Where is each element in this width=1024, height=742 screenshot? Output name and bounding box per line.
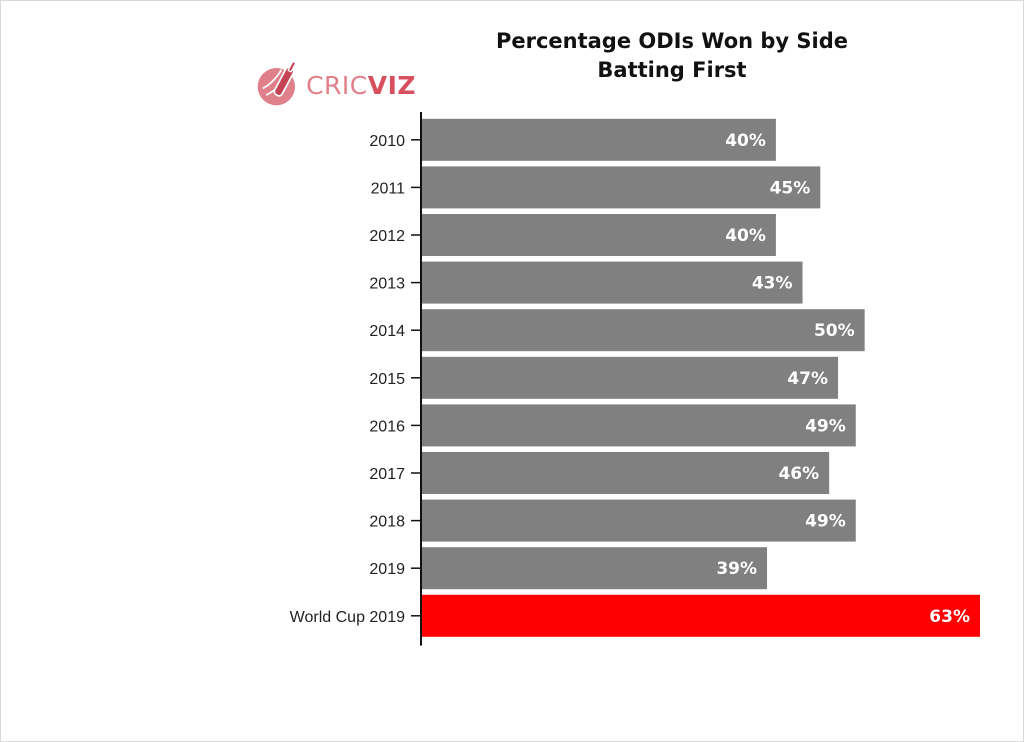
y-tick-label: 2017 bbox=[369, 466, 405, 483]
data-label: 39% bbox=[716, 559, 757, 579]
y-tick-label: 2018 bbox=[369, 514, 405, 531]
y-tick-label: 2010 bbox=[369, 133, 405, 150]
data-label: 49% bbox=[805, 512, 846, 532]
y-tick-label: 2014 bbox=[369, 323, 405, 340]
y-tick-label: 2013 bbox=[369, 276, 405, 293]
data-label: 46% bbox=[778, 464, 819, 484]
y-tick-label: 2016 bbox=[369, 418, 405, 435]
y-axis-ticks: 2010 2011 2012 2013 2014 2015 2016 2017 2018 2019… bbox=[290, 133, 421, 626]
data-label: 40% bbox=[725, 226, 766, 246]
bar-2010 bbox=[421, 118, 776, 161]
bar-2016 bbox=[421, 404, 856, 447]
logo-wordmark: CRICVIZ bbox=[306, 71, 416, 100]
data-label: 50% bbox=[814, 321, 855, 341]
data-label: 63% bbox=[929, 607, 970, 627]
bar-2015 bbox=[421, 356, 839, 399]
y-tick-label: 2015 bbox=[369, 371, 405, 388]
bar-2019 bbox=[421, 547, 768, 590]
bar-2018 bbox=[421, 499, 856, 542]
data-label: 43% bbox=[752, 274, 793, 294]
data-label: 49% bbox=[805, 416, 846, 436]
bar-2017 bbox=[421, 452, 830, 494]
y-tick-label: 2011 bbox=[371, 180, 406, 197]
bars-layer: 40% 45% 40% 43% 50% 47% 49% 46% 49% 39% 63% bbox=[421, 118, 980, 637]
logo-text-light: CRIC bbox=[306, 70, 368, 100]
bar-2014 bbox=[421, 309, 865, 352]
data-label: 40% bbox=[725, 131, 766, 151]
cricket-bat-ball-icon bbox=[257, 61, 297, 106]
chart-title: Percentage ODIs Won by Side Batting Firs… bbox=[495, 29, 849, 82]
bar-2011 bbox=[421, 166, 821, 209]
data-label: 45% bbox=[770, 178, 811, 198]
bar-2013 bbox=[421, 261, 803, 304]
logo-text-bold: VIZ bbox=[367, 70, 416, 100]
y-tick-label: 2019 bbox=[369, 561, 405, 578]
data-label: 47% bbox=[787, 369, 828, 389]
y-tick-label: World Cup 2019 bbox=[290, 609, 405, 626]
bar-world-cup-2019 bbox=[421, 594, 980, 637]
bar-2012 bbox=[421, 214, 776, 256]
y-tick-label: 2012 bbox=[369, 228, 405, 245]
cricviz-logo: CRICVIZ bbox=[256, 58, 416, 112]
